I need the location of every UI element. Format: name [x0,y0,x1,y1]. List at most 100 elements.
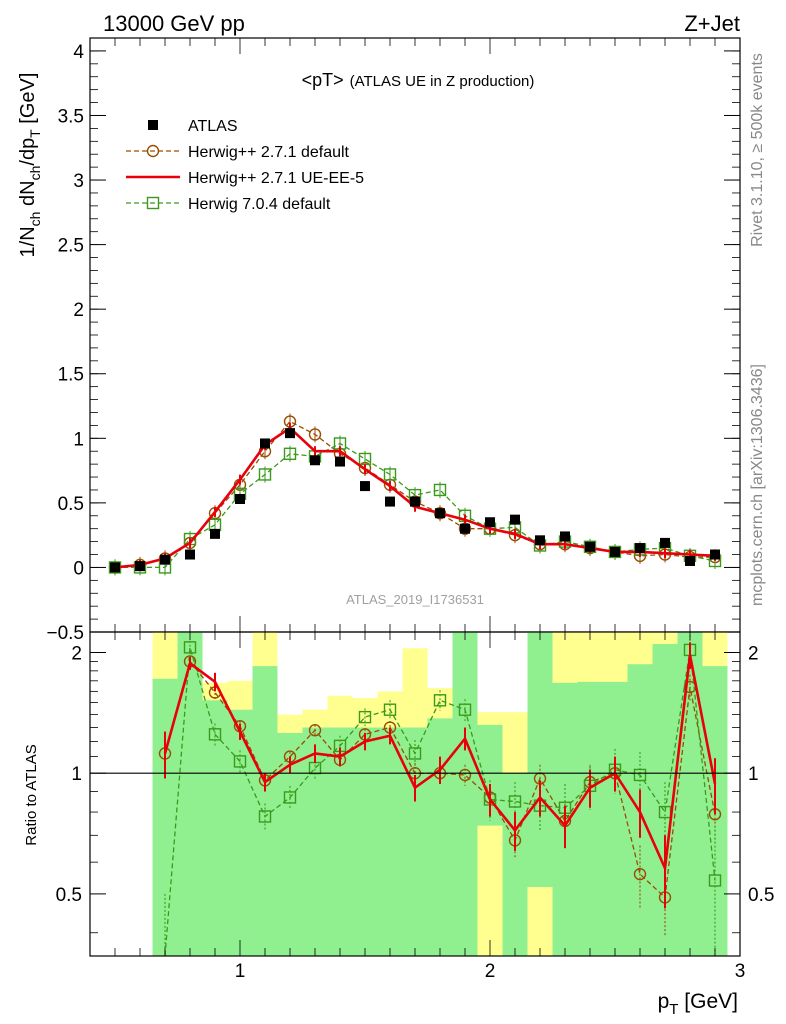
header-process-label: Z+Jet [684,11,740,36]
main-axes: −0.5 0 0.5 1 1.5 2 2.5 3 3.5 4 [46,38,740,644]
legend-label: Herwig 7.0.4 default [188,196,331,213]
ratio-y-tick-label: 1 [71,764,82,785]
ratio-point [458,703,472,716]
y-tick-label: 3 [73,171,84,192]
analysis-watermark: ATLAS_2019_I1736531 [346,592,484,607]
x-tick-label: 2 [485,961,496,982]
ratio-y-tick-label-right: 0.5 [748,885,774,906]
data-point [283,447,297,460]
band-1sigma [202,700,228,956]
ratio-y-tick-label: 0.5 [56,885,82,906]
main-panel: −0.5 0 0.5 1 1.5 2 2.5 3 3.5 4 <pT> (ATLAS UE in Z… [17,37,741,644]
data-point [160,554,170,565]
x-tick-label: 1 [235,961,246,982]
ratio-point [358,710,372,724]
data-point [385,496,395,507]
band-1sigma [602,681,628,956]
ratio-line [164,659,716,899]
ratio-point [233,755,247,768]
mcplots-reference-label: mcplots.cern.ch [arXiv:1306.3436] [749,364,766,606]
ratio-point [258,810,272,823]
data-point [258,468,272,481]
ratio-point [633,768,647,782]
legend-marker [148,120,158,130]
data-point [433,507,447,520]
y-tick-label: 1.5 [58,365,84,386]
main-marks [108,413,722,576]
ratio-series-1 [163,642,717,909]
ratio-y-tick-label: 2 [71,644,82,665]
data-point [135,561,145,572]
data-point [435,508,445,519]
data-point [710,549,720,560]
ratio-point [408,747,422,760]
legend: ATLAS Herwig++ 2.7.1 default Herwig++ 2.7.… [126,118,364,213]
y-tick-label: −0.5 [46,623,84,644]
y-tick-label: 3.5 [58,106,84,127]
band-1sigma [177,632,203,956]
data-point [635,543,645,554]
main-ylabel: 1/Nch dNch/dpT [GeV] [17,73,43,258]
ratio-line [164,647,716,957]
ratio-y-tick-label-right: 1 [748,764,759,785]
x-axis-label: pT [GeV] [658,990,738,1018]
data-point [360,481,370,492]
y-tick-label: 2.5 [58,236,84,257]
band-1sigma [377,727,403,956]
ratio-point [458,768,472,782]
y-tick-label: 0.5 [58,494,84,515]
y-tick-label: 0 [73,558,84,579]
legend-marker [146,196,160,210]
legend-label: Herwig++ 2.7.1 UE-EE-5 [188,170,364,187]
band-1sigma [527,632,553,888]
ratio-point [283,791,297,804]
data-point [235,493,245,504]
data-point [585,541,595,552]
data-point [335,456,345,467]
series-0 [110,428,720,573]
ratio-point [383,703,397,716]
band-1sigma [577,681,603,956]
main-title: <pT> (ATLAS UE in Z production) [302,70,535,90]
data-point [310,455,320,466]
band-1sigma [427,718,453,956]
ratio-point [308,724,322,737]
data-point [535,535,545,546]
data-point [185,549,195,560]
data-point [210,528,220,539]
ratio-point [433,694,447,707]
data-point [110,562,120,573]
data-point [510,514,520,525]
ratio-y-tick-label-right: 2 [748,644,759,665]
header-energy-label: 13000 GeV pp [103,11,245,36]
data-point [433,483,447,497]
ratio-panel: 0.5 0.5 1 1 2 2 1 2 3 Ratio to ATLAS pT [GeV] [23,631,774,1018]
ratio-point [633,867,647,881]
x-tick-label: 3 [735,961,746,982]
ratio-uncertainty-bands [152,632,728,956]
ratio-marks [158,635,722,957]
data-point [308,428,322,441]
ratio-ylabel: Ratio to ATLAS [23,744,40,845]
ratio-point [208,728,222,741]
data-point [260,438,270,449]
rivet-version-label: Rivet 3.1.10, ≥ 500k events [749,53,766,247]
y-tick-label: 2 [73,300,84,321]
ratio-axes: 0.5 0.5 1 1 2 2 1 2 3 [56,632,774,982]
data-point [460,523,470,534]
band-1sigma [677,632,703,956]
data-point [660,537,670,548]
data-point [383,468,397,481]
y-tick-label: 1 [73,429,84,450]
data-point [485,517,495,528]
ratio-point [183,641,197,654]
band-1sigma [502,773,528,956]
legend-label: Herwig++ 2.7.1 default [188,144,350,161]
data-point [685,555,695,566]
legend-marker [146,144,160,158]
ratio-point [708,874,722,887]
ratio-point [508,795,522,808]
data-point [610,546,620,557]
data-point [410,496,420,507]
legend-label: ATLAS [188,118,238,135]
